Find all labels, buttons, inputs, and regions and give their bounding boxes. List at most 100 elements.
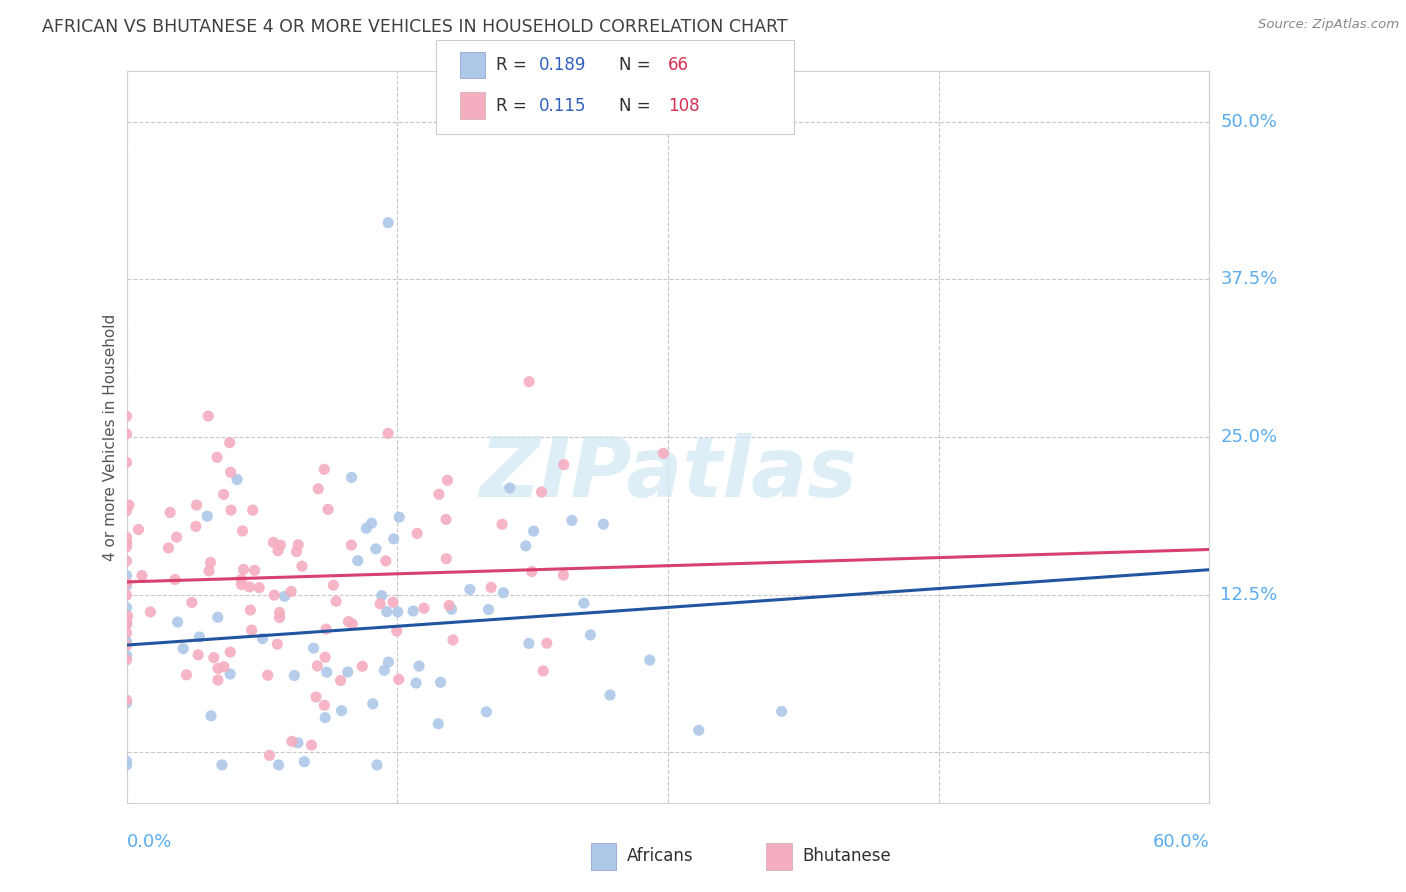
Point	[305, 690, 328, 704]
Point	[387, 605, 409, 619]
Point	[139, 605, 162, 619]
Point	[115, 536, 138, 550]
Point	[361, 697, 384, 711]
Point	[219, 503, 242, 517]
Point	[166, 530, 188, 544]
Point	[232, 524, 254, 538]
Point	[115, 578, 138, 592]
Point	[413, 601, 436, 615]
Point	[530, 485, 553, 500]
Point	[402, 604, 425, 618]
Point	[307, 659, 329, 673]
Text: 25.0%: 25.0%	[1220, 428, 1278, 446]
Text: ZIPatlas: ZIPatlas	[479, 434, 856, 514]
Point	[458, 582, 481, 597]
Point	[188, 630, 211, 644]
Point	[117, 609, 139, 624]
Point	[382, 532, 405, 546]
Point	[219, 465, 242, 479]
Point	[115, 617, 138, 632]
Point	[479, 580, 502, 594]
Text: 0.189: 0.189	[538, 56, 586, 74]
Point	[115, 426, 138, 441]
Point	[352, 659, 374, 673]
Text: R =: R =	[496, 56, 533, 74]
Point	[688, 723, 710, 738]
Point	[267, 543, 290, 558]
Point	[207, 661, 229, 675]
Point	[273, 590, 295, 604]
Point	[377, 216, 399, 230]
Point	[200, 708, 222, 723]
Point	[315, 622, 337, 636]
Point	[429, 675, 451, 690]
Point	[115, 626, 138, 640]
Point	[440, 602, 463, 616]
Point	[184, 519, 207, 533]
Point	[118, 498, 141, 512]
Text: Source: ZipAtlas.com: Source: ZipAtlas.com	[1258, 18, 1399, 31]
Point	[172, 641, 194, 656]
Point	[247, 581, 270, 595]
Point	[115, 754, 138, 768]
Point	[115, 568, 138, 582]
Point	[115, 455, 138, 469]
Point	[553, 458, 575, 472]
Point	[218, 435, 240, 450]
Point	[186, 498, 208, 512]
Point	[360, 516, 382, 531]
Point	[368, 597, 391, 611]
Point	[269, 610, 291, 624]
Point	[441, 632, 464, 647]
Point	[370, 589, 392, 603]
Y-axis label: 4 or more Vehicles in Household: 4 or more Vehicles in Household	[103, 313, 118, 561]
Point	[283, 668, 305, 682]
Point	[197, 409, 219, 423]
Point	[373, 663, 395, 677]
Point	[536, 636, 558, 650]
Point	[115, 554, 138, 568]
Point	[285, 544, 308, 558]
Point	[115, 634, 138, 648]
Point	[342, 617, 364, 632]
Text: N =: N =	[619, 56, 655, 74]
Point	[115, 530, 138, 544]
Point	[388, 673, 411, 687]
Point	[572, 596, 595, 610]
Point	[195, 509, 218, 524]
Point	[427, 487, 450, 501]
Point	[115, 653, 138, 667]
Point	[292, 755, 315, 769]
Point	[211, 758, 233, 772]
Point	[239, 603, 262, 617]
Point	[115, 617, 138, 632]
Point	[115, 535, 138, 549]
Point	[346, 553, 368, 567]
Text: Africans: Africans	[627, 847, 693, 865]
Point	[240, 623, 263, 637]
Point	[232, 562, 254, 576]
Point	[115, 540, 138, 554]
Point	[517, 636, 540, 650]
Point	[579, 628, 602, 642]
Point	[128, 523, 150, 537]
Point	[314, 698, 336, 713]
Point	[115, 409, 138, 424]
Point	[115, 600, 138, 615]
Point	[336, 665, 359, 679]
Point	[477, 602, 499, 616]
Text: 0.0%: 0.0%	[127, 833, 172, 851]
Point	[475, 705, 498, 719]
Point	[200, 556, 222, 570]
Point	[226, 473, 249, 487]
Point	[266, 637, 288, 651]
Point	[638, 653, 661, 667]
Text: 37.5%: 37.5%	[1220, 270, 1278, 288]
Point	[207, 673, 229, 687]
Text: Bhutanese: Bhutanese	[803, 847, 891, 865]
Point	[243, 563, 266, 577]
Point	[405, 676, 427, 690]
Point	[434, 512, 457, 526]
Text: 50.0%: 50.0%	[1220, 112, 1277, 131]
Point	[212, 487, 235, 501]
